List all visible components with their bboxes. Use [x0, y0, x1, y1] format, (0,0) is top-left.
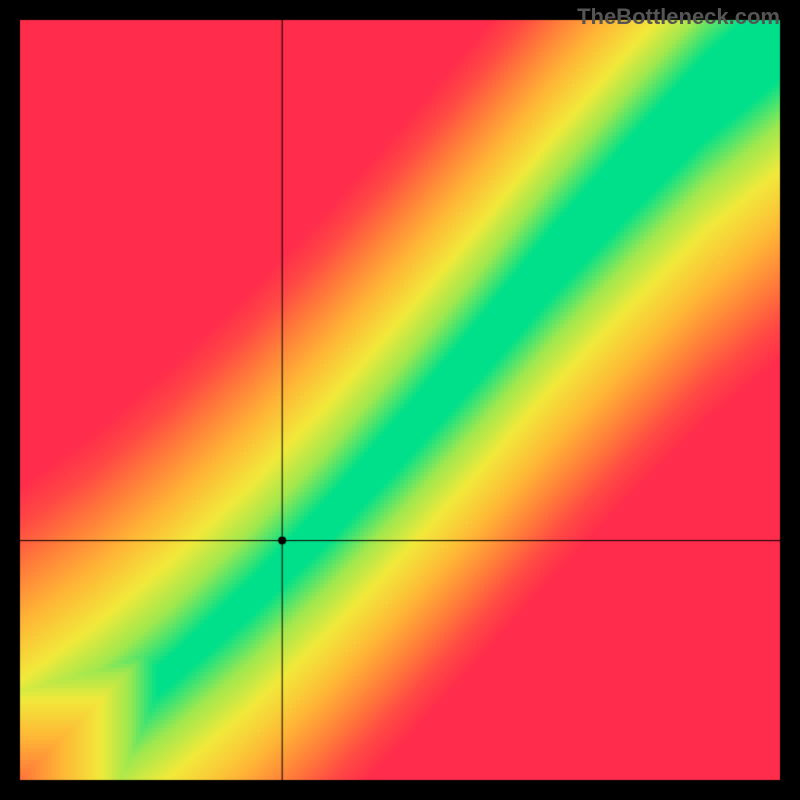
- chart-container: TheBottleneck.com: [0, 0, 800, 800]
- watermark-text: TheBottleneck.com: [577, 4, 780, 30]
- bottleneck-heatmap: [0, 0, 800, 800]
